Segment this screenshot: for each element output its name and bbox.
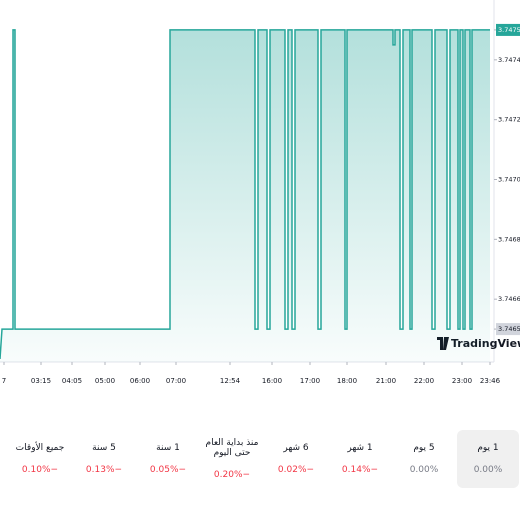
period-table: 1 يوم 0.00% 5 يوم 0.00% 1 شهر −0.14% 6 شهر −0.0…: [0, 430, 520, 490]
chart: TradingView 3.7465003.7466003.7468003.74…: [0, 0, 520, 385]
period-label: جميع الأوقات: [15, 443, 65, 453]
x-tick-label: 12:54: [220, 377, 241, 385]
y-tick-label: 3.747400: [498, 56, 520, 64]
x-tick-label: 07:00: [166, 377, 186, 385]
area: [0, 29, 490, 362]
y-tick-label: 3.746500: [498, 325, 520, 333]
line: [0, 29, 490, 360]
period[interactable]: جميع الأوقات −0.10%: [9, 430, 71, 488]
period-change: −0.02%: [277, 465, 315, 475]
x-tick-label: 06:00: [130, 377, 150, 385]
period[interactable]: 5 سنة −0.13%: [73, 430, 135, 488]
period-change: −0.14%: [341, 465, 379, 475]
period-change: −0.10%: [21, 465, 59, 475]
x-tick-label: 23:00: [452, 377, 472, 385]
period-change: −0.13%: [85, 465, 123, 475]
period[interactable]: 6 شهر −0.02%: [265, 430, 327, 488]
x-tick-label: 16:00: [262, 377, 282, 385]
y-tick-label: 3.747000: [498, 176, 520, 184]
x-tick-label: 04:05: [62, 377, 82, 385]
period-label: 1 يوم: [477, 443, 499, 453]
period-label: 5 يوم: [413, 443, 435, 453]
x-tick-label: 03:15: [31, 377, 51, 385]
x-tick-label: 7: [2, 377, 6, 385]
price-label-bg: [496, 323, 520, 336]
y-tick-label: 3.747200: [498, 116, 520, 124]
y-tick-label: 3.746800: [498, 235, 520, 243]
x-tick-label: 17:00: [300, 377, 320, 385]
period-change: −0.20%: [213, 470, 251, 480]
x-tick-label: 21:00: [376, 377, 396, 385]
period-label: 1 شهر: [347, 443, 373, 453]
period-label: منذ بداية العام حتى اليوم: [205, 438, 259, 458]
x-tick-label: 05:00: [95, 377, 115, 385]
x-tick-label: 22:00: [414, 377, 434, 385]
y-tick-label: 3.747500: [498, 26, 520, 34]
price-label-bg: [496, 23, 520, 36]
period-label: 1 سنة: [156, 443, 180, 453]
period-change: 0.00%: [473, 465, 503, 475]
period-change: −0.05%: [149, 465, 187, 475]
x-tick-label: 18:00: [337, 377, 357, 385]
period[interactable]: 1 شهر −0.14%: [329, 430, 391, 488]
period[interactable]: 1 يوم 0.00%: [457, 430, 519, 488]
period-label: 5 سنة: [92, 443, 116, 453]
y-tick-label: 3.746600: [498, 295, 520, 303]
x-tick-label: 23:46: [480, 377, 501, 385]
period-change: 0.00%: [409, 465, 439, 475]
period[interactable]: منذ بداية العام حتى اليوم −0.20%: [201, 430, 263, 488]
period[interactable]: 5 يوم 0.00%: [393, 430, 455, 488]
period-label: 6 شهر: [283, 443, 309, 453]
period[interactable]: 1 سنة −0.05%: [137, 430, 199, 488]
